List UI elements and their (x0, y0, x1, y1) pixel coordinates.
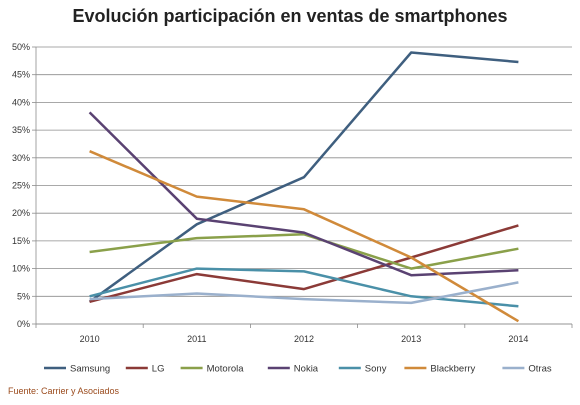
x-tick-label: 2010 (80, 334, 100, 344)
legend-label: Nokia (294, 364, 319, 375)
chart-title: Evolución participación en ventas de sma… (72, 6, 508, 26)
x-tick-label: 2013 (401, 334, 421, 344)
y-tick-label: 25% (12, 181, 30, 191)
series-line-lg (89, 224, 519, 304)
legend-label: LG (152, 364, 165, 375)
source-note: Fuente: Carrier y Asociados (8, 386, 120, 396)
legend-item-samsung: Samsung (44, 364, 110, 375)
legend-item-lg: LG (125, 364, 165, 375)
x-tick-label: 2012 (294, 334, 314, 344)
legend-label: Samsung (70, 364, 110, 375)
y-tick-label: 30% (12, 153, 30, 163)
series-line-samsung (88, 51, 519, 303)
x-tick-label: 2014 (508, 334, 528, 344)
legend-label: Blackberry (430, 364, 475, 375)
legend-item-sony: Sony (338, 364, 387, 375)
y-tick-label: 20% (12, 208, 30, 218)
legend-item-otras: Otras (502, 364, 552, 375)
y-tick-label: 15% (12, 236, 30, 246)
series-line-motorola (89, 233, 519, 270)
legend-label: Otras (528, 364, 551, 375)
y-tick-label: 10% (12, 264, 30, 274)
y-tick-label: 0% (17, 319, 30, 329)
y-tick-label: 5% (17, 291, 30, 301)
legend-item-blackberry: Blackberry (404, 364, 476, 375)
y-tick-label: 35% (12, 125, 30, 135)
legend-label: Motorola (207, 364, 245, 375)
x-tick-label: 2011 (187, 334, 206, 344)
legend-item-nokia: Nokia (267, 364, 319, 375)
series-line-sony (89, 267, 519, 308)
y-tick-label: 40% (12, 97, 30, 107)
series-line-otras (89, 281, 519, 305)
legend-item-motorola: Motorola (180, 364, 245, 375)
series-line-blackberry (89, 150, 520, 323)
series-line-nokia (88, 111, 519, 277)
y-tick-label: 45% (12, 70, 30, 80)
legend-label: Sony (365, 364, 387, 375)
y-tick-label: 50% (12, 42, 30, 52)
